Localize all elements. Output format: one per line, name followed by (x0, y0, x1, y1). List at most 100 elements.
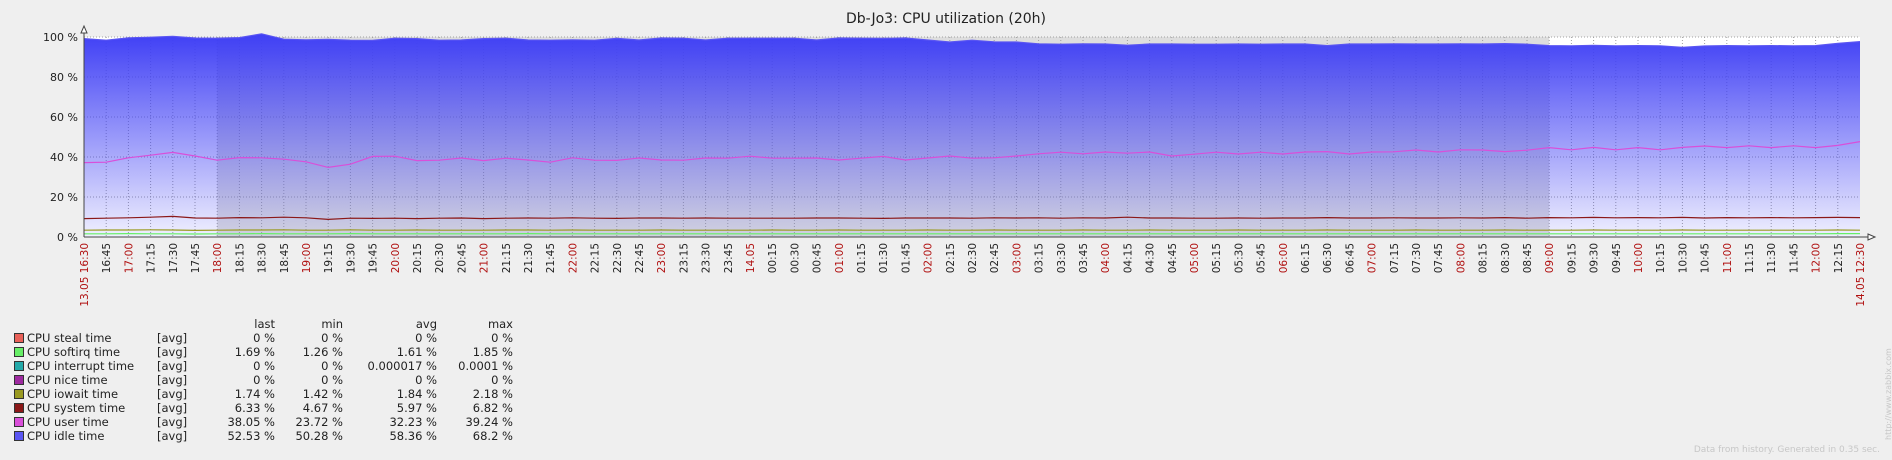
legend-function: [avg] (157, 331, 188, 345)
legend-color-swatch (14, 389, 24, 399)
legend-row: CPU idle time [avg] 52.53 % 50.28 % 58.36 % 6… (14, 429, 513, 443)
x-tick-label: 01:30 (878, 243, 890, 273)
x-tick-label: 05:30 (1233, 243, 1245, 273)
x-tick-label: 08:15 (1478, 243, 1490, 273)
x-tick-label: 01:00 (834, 243, 846, 273)
legend-last-value: 1.74 % (234, 387, 275, 401)
x-tick-label: 11:45 (1788, 243, 1800, 273)
legend-row: CPU softirq time [avg] 1.69 % 1.26 % 1.61 % 1… (14, 345, 513, 359)
x-tick-label: 21:15 (501, 243, 513, 273)
legend-row: CPU system time [avg] 6.33 % 4.67 % 5.97 % 6.… (14, 401, 513, 415)
legend-avg-value: 0 % (415, 373, 437, 387)
x-tick-label: 04:15 (1122, 243, 1134, 273)
x-tick-label: 11:30 (1766, 243, 1778, 273)
x-tick-label: 10:30 (1677, 243, 1689, 273)
legend-series-name: CPU nice time (27, 373, 108, 387)
legend-series-name: CPU idle time (27, 429, 105, 443)
legend-color-swatch (14, 375, 24, 385)
y-axis-arrow (80, 24, 88, 34)
x-tick-label: 05:45 (1256, 243, 1268, 273)
legend-max-value: 0.0001 % (458, 359, 513, 373)
legend-last-value: 0 % (253, 359, 275, 373)
x-tick-label: 20:30 (434, 243, 446, 273)
x-tick-label: 18:45 (279, 243, 291, 273)
legend-row: CPU iowait time [avg] 1.74 % 1.42 % 1.84 % 2.… (14, 387, 513, 401)
legend-color-swatch (14, 431, 24, 441)
x-tick-label: 03:00 (1011, 243, 1023, 273)
y-tick-label: 40 % (50, 151, 78, 164)
x-tick-label: 17:15 (146, 243, 158, 273)
chart-title: Db-Jo3: CPU utilization (20h) (846, 11, 1046, 27)
legend-last-value: 6.33 % (234, 401, 275, 415)
legend-table: last min avg max CPU steal time [avg] 0 % 0… (14, 316, 513, 443)
legend-series-name: CPU softirq time (27, 345, 121, 359)
x-tick-label: 22:30 (612, 243, 624, 273)
legend-max-value: 39.24 % (465, 415, 513, 429)
x-tick-label: 20:00 (390, 243, 402, 273)
x-tick-label: 19:15 (323, 243, 335, 273)
x-tick-label: 05:15 (1211, 243, 1223, 273)
x-tick-label: 14.05 (745, 243, 757, 273)
zabbix-url-text: http://www.zabbix.com (1884, 348, 1892, 440)
legend-color-swatch (14, 361, 24, 371)
x-tick-label: 05:00 (1189, 243, 1201, 273)
x-tick-label: 08:00 (1455, 243, 1467, 273)
x-tick-label: 09:45 (1611, 243, 1623, 273)
x-tick-label: 17:45 (190, 243, 202, 273)
x-tick-label: 23:45 (723, 243, 735, 273)
y-tick-label: 60 % (50, 111, 78, 124)
legend-min-value: 0 % (321, 359, 343, 373)
legend-min-value: 0 % (321, 331, 343, 345)
legend-function: [avg] (157, 387, 188, 401)
legend-max-value: 0 % (491, 331, 513, 345)
x-tick-label: 07:00 (1367, 243, 1379, 273)
y-tick-label: 20 % (50, 191, 78, 204)
legend-min-value: 4.67 % (302, 401, 343, 415)
x-tick-label: 20:45 (456, 243, 468, 273)
x-tick-label: 04:30 (1145, 243, 1157, 273)
legend-function: [avg] (157, 345, 188, 359)
x-tick-label: 02:45 (989, 243, 1001, 273)
x-tick-label: 19:45 (368, 243, 380, 273)
legend-last-value: 52.53 % (227, 429, 275, 443)
legend-function: [avg] (157, 401, 188, 415)
legend-header-max: max (487, 316, 513, 331)
legend-avg-value: 58.36 % (389, 429, 437, 443)
x-tick-label: 19:30 (345, 243, 357, 273)
legend-min-value: 1.42 % (302, 387, 343, 401)
legend-header-avg: avg (415, 316, 437, 331)
x-tick-label: 16:45 (101, 243, 113, 273)
x-tick-label: 22:00 (567, 243, 579, 273)
legend-min-value: 50.28 % (295, 429, 343, 443)
x-tick-label: 08:30 (1500, 243, 1512, 273)
x-tick-label: 02:00 (923, 243, 935, 273)
series-idle-area (84, 33, 1860, 237)
x-tick-label: 20:15 (412, 243, 424, 273)
x-axis-arrow (1867, 233, 1877, 241)
x-tick-label: 04:45 (1167, 243, 1179, 273)
legend-header-last: last (254, 316, 275, 331)
x-tick-label: 01:45 (900, 243, 912, 273)
x-tick-label: 13.05 16:30 (79, 243, 91, 307)
x-tick-label: 14.05 12:30 (1855, 243, 1867, 307)
x-tick-label: 10:00 (1633, 243, 1645, 273)
x-tick-label: 23:15 (678, 243, 690, 273)
x-tick-label: 10:45 (1700, 243, 1712, 273)
x-tick-label: 12:00 (1811, 243, 1823, 273)
x-tick-label: 18:15 (234, 243, 246, 273)
x-tick-label: 00:45 (812, 243, 824, 273)
x-tick-label: 18:30 (257, 243, 269, 273)
series-line-cpu-system-time (83, 215, 1861, 221)
x-tick-label: 02:30 (967, 243, 979, 273)
x-tick-label: 06:15 (1300, 243, 1312, 273)
y-tick-label: 80 % (50, 71, 78, 84)
legend-color-swatch (14, 403, 24, 413)
legend-last-value: 1.69 % (234, 345, 275, 359)
legend-last-value: 38.05 % (227, 415, 275, 429)
x-tick-label: 22:15 (590, 243, 602, 273)
x-tick-label: 01:15 (856, 243, 868, 273)
legend-row: CPU steal time [avg] 0 % 0 % 0 % 0 % (14, 331, 513, 345)
legend-min-value: 0 % (321, 373, 343, 387)
x-tick-label: 08:45 (1522, 243, 1534, 273)
